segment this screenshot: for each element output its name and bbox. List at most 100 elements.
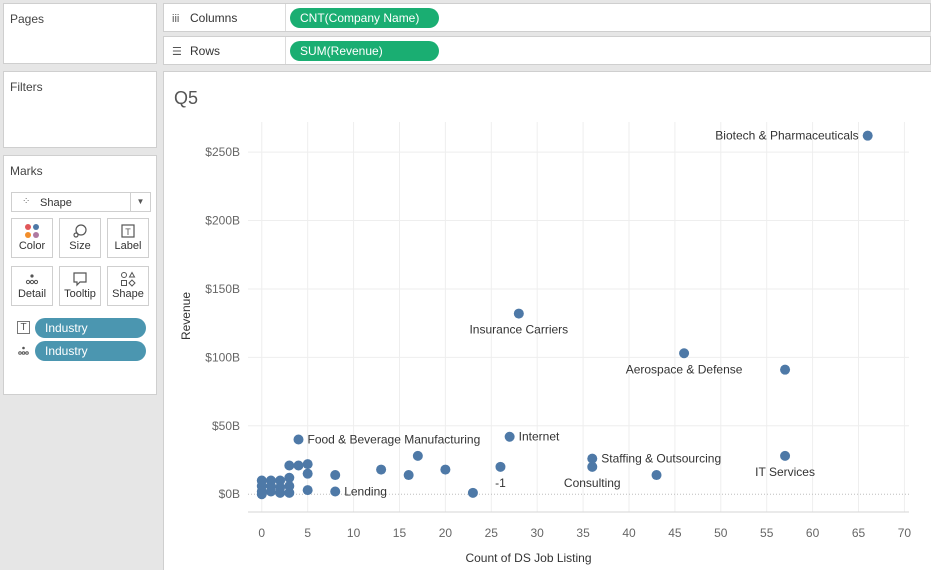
x-tick-label: 40 <box>622 526 636 540</box>
grid-lines <box>248 122 909 512</box>
data-point[interactable] <box>275 475 286 486</box>
data-label: Staffing & Outsourcing <box>601 452 721 466</box>
rows-shelf-label: ☰ Rows <box>172 44 220 58</box>
data-point[interactable] <box>862 130 873 141</box>
x-tick-label: 55 <box>760 526 774 540</box>
y-tick-label: $250B <box>205 145 240 159</box>
data-point[interactable] <box>284 472 295 483</box>
shape-label: Shape <box>112 288 144 300</box>
color-button[interactable]: Color <box>11 218 53 258</box>
x-tick-label: 5 <box>304 526 311 540</box>
data-point[interactable] <box>504 431 515 442</box>
data-point[interactable] <box>293 460 304 471</box>
data-point[interactable] <box>403 470 414 481</box>
x-tick-label: 25 <box>485 526 499 540</box>
data-point[interactable] <box>495 461 506 472</box>
data-point[interactable] <box>440 464 451 475</box>
data-point[interactable] <box>651 470 662 481</box>
color-icon <box>12 223 52 239</box>
worksheet-view[interactable]: 0 5 10 15 20 25 30 35 40 45 50 55 60 65 70 $0B $50B $100B… <box>163 71 931 570</box>
industry-label-pill[interactable]: Industry <box>35 318 146 338</box>
mark-type-dropdown[interactable]: ⁘ Shape ▼ <box>11 192 151 212</box>
data-point[interactable] <box>293 434 304 445</box>
rows-pill[interactable]: SUM(Revenue) <box>290 41 439 61</box>
data-point[interactable] <box>467 487 478 498</box>
axes: 0 5 10 15 20 25 30 35 40 45 50 55 60 65 70 $0B $50B $100B… <box>179 145 911 565</box>
columns-label-text: Columns <box>190 11 238 25</box>
shape-icon <box>108 271 148 287</box>
detail-button[interactable]: Detail <box>11 266 53 306</box>
data-point[interactable] <box>679 348 690 359</box>
x-tick-label: 50 <box>714 526 728 540</box>
data-point[interactable] <box>275 487 286 498</box>
data-label: IT Services <box>755 465 815 479</box>
data-labels: Biotech & Pharmaceuticals Insurance Carri… <box>307 129 858 499</box>
data-point[interactable] <box>780 450 791 461</box>
data-label: -1 <box>495 476 506 490</box>
label-label: Label <box>114 240 142 252</box>
rows-label-text: Rows <box>190 44 221 58</box>
x-tick-label: 10 <box>347 526 361 540</box>
x-tick-label: 45 <box>668 526 682 540</box>
filters-card[interactable]: Filters <box>3 71 157 148</box>
data-point[interactable] <box>330 486 341 497</box>
label-icon: T <box>108 223 148 239</box>
data-point[interactable] <box>330 470 341 481</box>
size-button[interactable]: Size <box>59 218 101 258</box>
data-point[interactable] <box>284 487 295 498</box>
columns-pill[interactable]: CNT(Company Name) <box>290 8 439 28</box>
tooltip-label: Tooltip <box>64 288 96 300</box>
industry-detail-pill[interactable]: Industry <box>35 341 146 361</box>
x-tick-label: 15 <box>393 526 407 540</box>
x-tick-label: 60 <box>806 526 820 540</box>
sheet-title: Q5 <box>174 88 199 108</box>
tooltip-icon <box>60 271 100 287</box>
label-button[interactable]: T Label <box>107 218 149 258</box>
size-label: Size <box>69 240 91 252</box>
y-tick-label: $100B <box>205 350 240 364</box>
pages-title: Pages <box>10 12 45 26</box>
y-axis-title: Revenue <box>179 292 193 340</box>
shape-button[interactable]: Shape <box>107 266 149 306</box>
detail-icon <box>12 271 52 287</box>
industry-label-pill-text: Industry <box>45 321 88 335</box>
data-point[interactable] <box>587 461 598 472</box>
tooltip-button[interactable]: Tooltip <box>59 266 101 306</box>
data-label: Aerospace & Defense <box>626 362 743 376</box>
x-tick-label: 35 <box>576 526 590 540</box>
y-tick-label: $50B <box>212 419 240 433</box>
x-tick-label: 0 <box>258 526 265 540</box>
data-point[interactable] <box>265 486 276 497</box>
data-label: Consulting <box>564 476 621 490</box>
marks-title: Marks <box>10 164 43 178</box>
data-point[interactable] <box>302 459 313 470</box>
mark-type-label: Shape <box>40 197 72 209</box>
data-point[interactable] <box>284 460 295 471</box>
rows-shelf[interactable]: ☰ Rows SUM(Revenue) <box>163 36 931 65</box>
industry-detail-pill-text: Industry <box>45 344 88 358</box>
data-label: Biotech & Pharmaceuticals <box>715 129 858 143</box>
data-point[interactable] <box>302 485 313 496</box>
data-point[interactable] <box>284 481 295 491</box>
color-label: Color <box>18 240 46 252</box>
data-point[interactable] <box>256 489 267 500</box>
pages-card[interactable]: Pages <box>3 3 157 64</box>
data-label: Internet <box>519 430 560 444</box>
data-point[interactable] <box>376 464 387 475</box>
data-label: Lending <box>344 484 387 498</box>
chevron-down-icon[interactable]: ▼ <box>130 193 150 211</box>
data-point[interactable] <box>587 453 598 464</box>
scatter-chart[interactable]: 0 5 10 15 20 25 30 35 40 45 50 55 60 65 70 $0B $50B $100B… <box>164 72 931 570</box>
x-axis-title: Count of DS Job Listing <box>465 551 591 565</box>
filters-title: Filters <box>10 80 43 94</box>
data-point[interactable] <box>302 468 313 479</box>
data-label: Insurance Carriers <box>469 323 568 337</box>
data-point[interactable] <box>513 308 524 319</box>
rows-pill-text: SUM(Revenue) <box>300 44 383 58</box>
data-point[interactable] <box>412 450 423 461</box>
columns-shelf[interactable]: iii Columns CNT(Company Name) <box>163 3 931 32</box>
y-tick-label: $200B <box>205 214 240 228</box>
data-point[interactable] <box>780 364 791 375</box>
shelf-divider <box>285 37 286 64</box>
